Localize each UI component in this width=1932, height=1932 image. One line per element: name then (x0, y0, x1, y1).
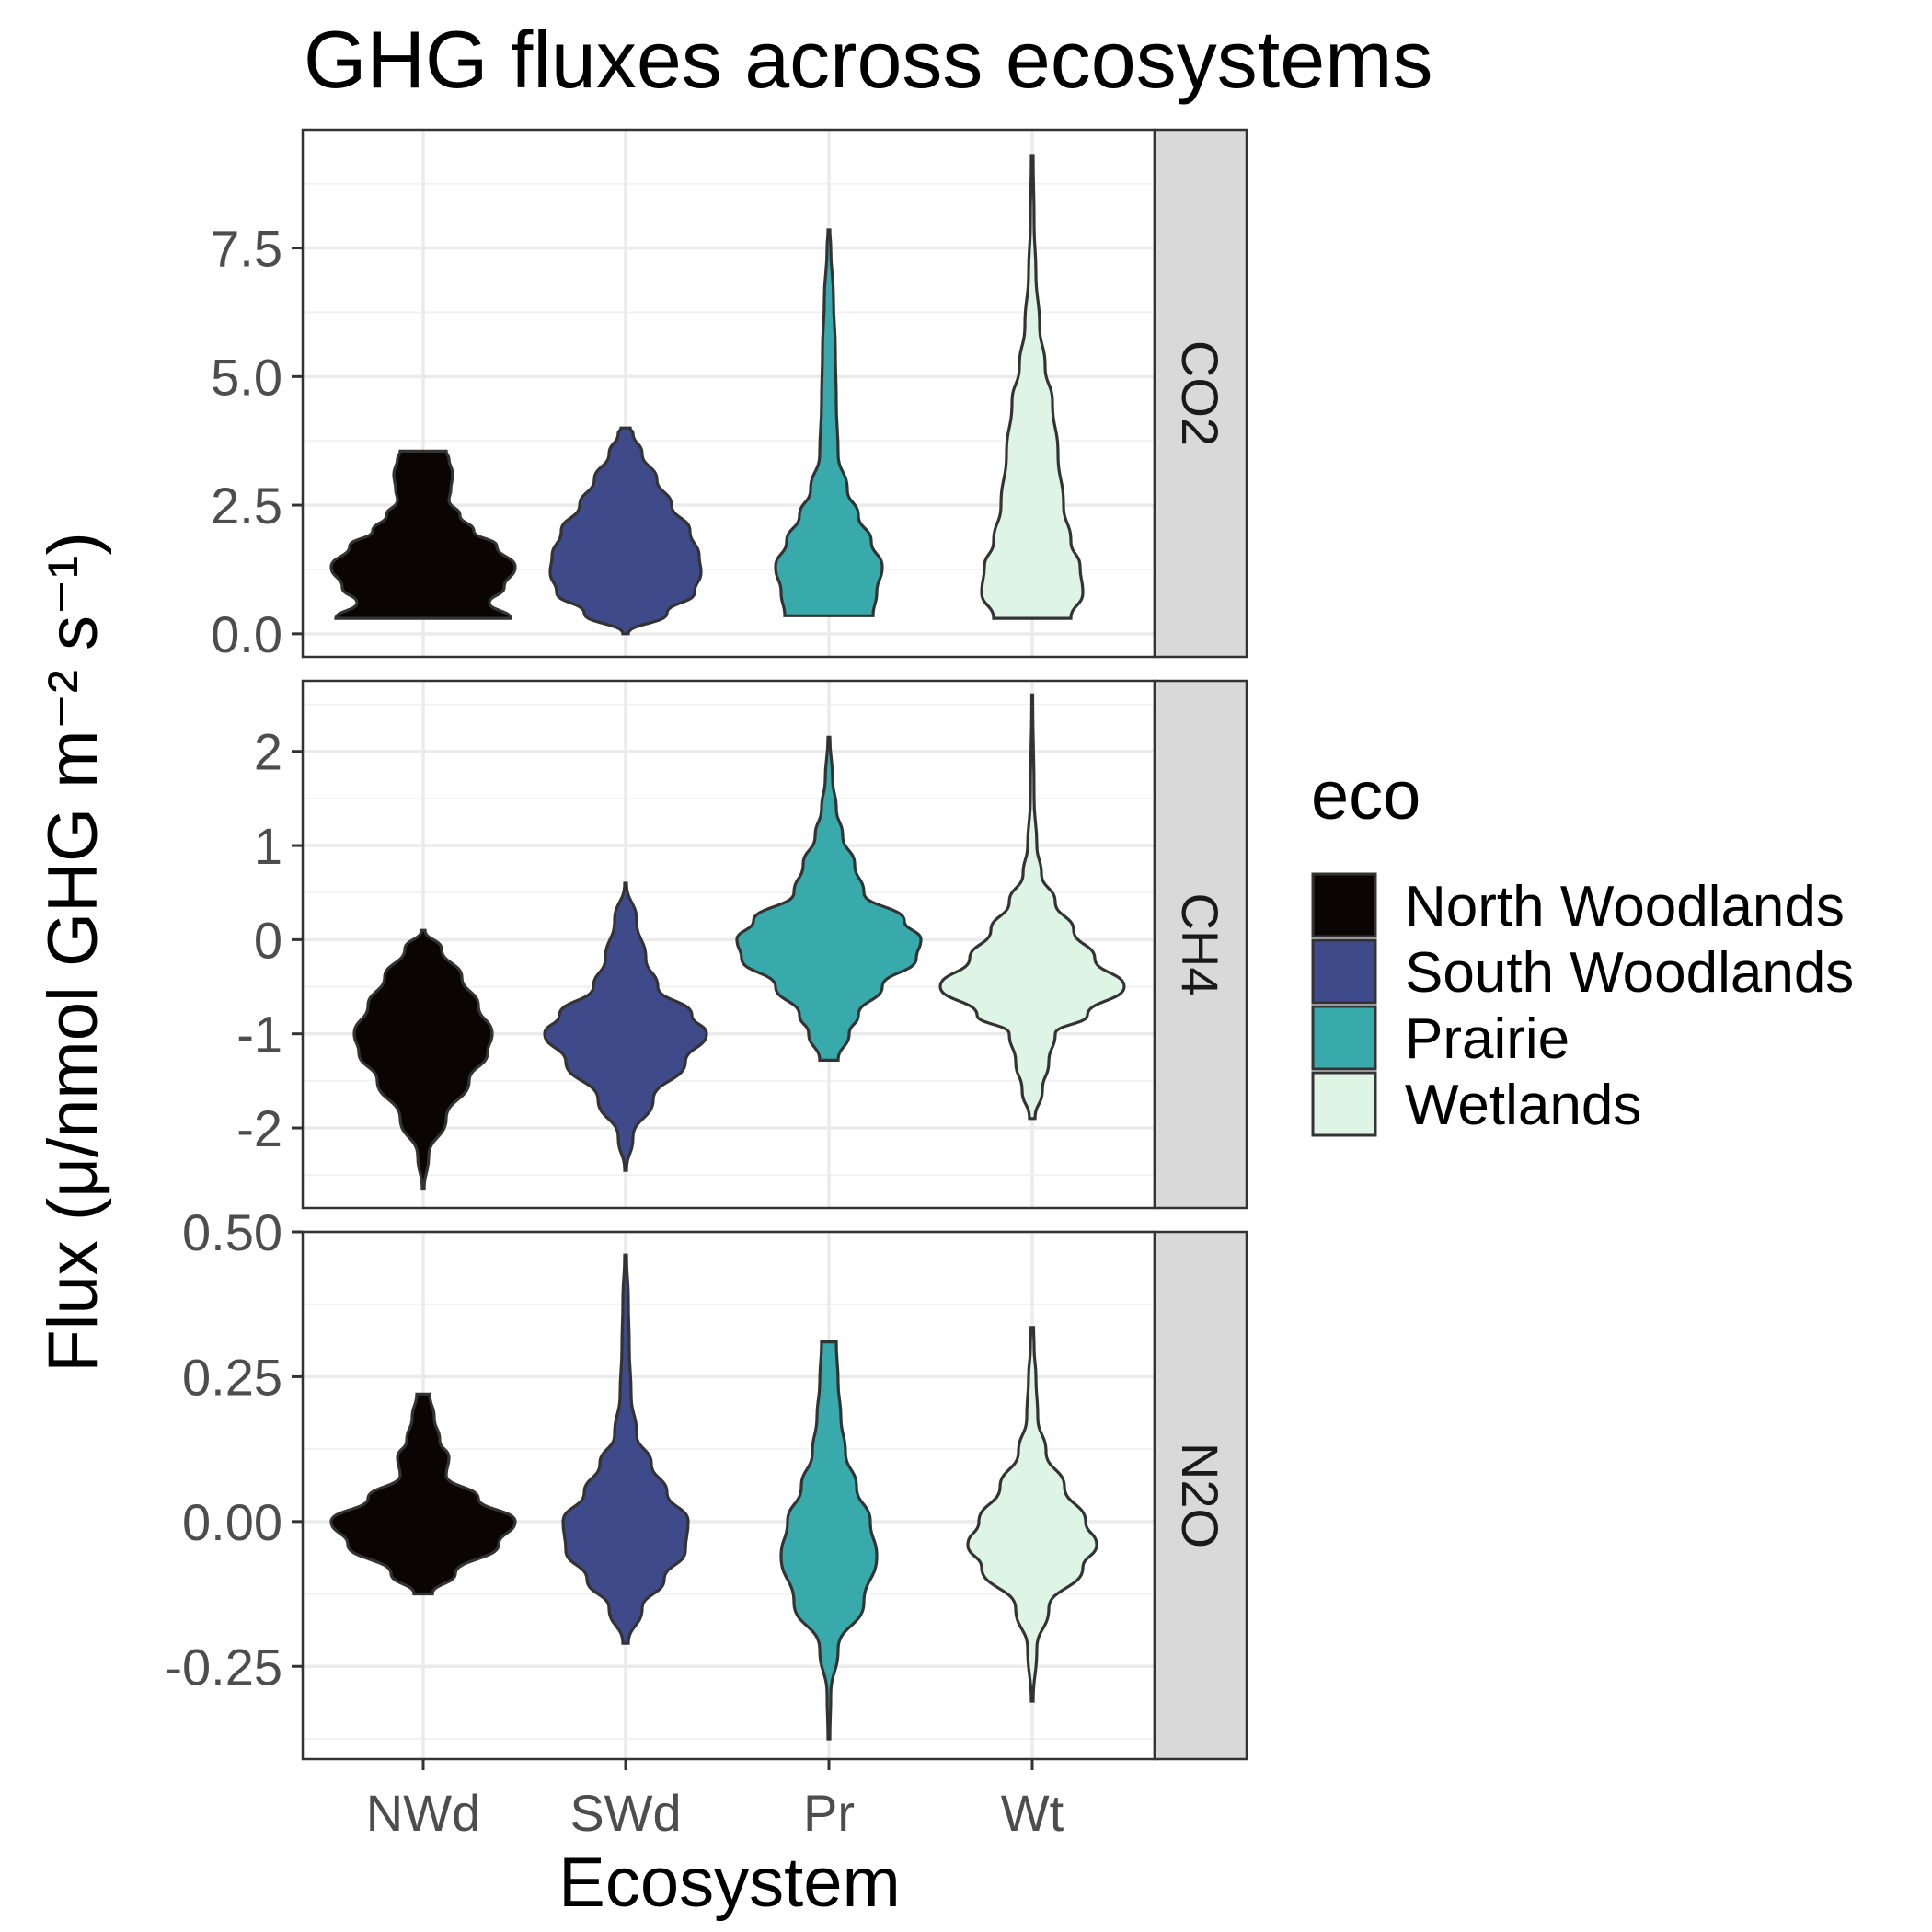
x-axis: NWd SWd Pr Wt (366, 1759, 1064, 1842)
violin-pr-n2o (779, 1340, 879, 1741)
y-tick-label: 0 (254, 911, 282, 969)
legend-label: South Woodlands (1405, 941, 1854, 1005)
legend-key (1311, 938, 1377, 1005)
facet-strip-label: N2O (1171, 1443, 1229, 1548)
legend-key (1311, 872, 1377, 938)
y-tick-label: -1 (236, 1006, 282, 1064)
violin-wt-co2 (980, 154, 1085, 620)
y-tick-label: 2.5 (211, 477, 282, 535)
legend-title: eco (1311, 757, 1420, 834)
x-tick-label: SWd (569, 1784, 681, 1842)
y-axis-title: Flux (μ/nmol GHG m⁻² s⁻¹) (34, 532, 112, 1373)
facet-panels: 0.0 2.5 5.0 7.5 CO2 -2 -1 0 1 2 CH4 -0.25 0.00 0.25 0.… (165, 128, 1248, 1761)
violin-wt-ch4 (938, 693, 1126, 1121)
facet-strip-label: CH4 (1171, 892, 1229, 995)
panel-ch4: -2 -1 0 1 2 CH4 (236, 679, 1248, 1210)
violin-wt-n2o (966, 1326, 1098, 1703)
legend-label: Prairie (1405, 1007, 1570, 1071)
facet-strip (1153, 1230, 1248, 1761)
y-tick-label: 2 (254, 723, 282, 781)
y-tick-label: 5.0 (211, 348, 282, 406)
violin-nwd-co2 (329, 449, 517, 620)
violin-pr-co2 (774, 228, 884, 617)
x-tick-label: Wt (1001, 1784, 1064, 1842)
x-tick-label: NWd (366, 1784, 480, 1842)
y-tick-label: -2 (236, 1099, 282, 1157)
facet-strip-label: CO2 (1171, 340, 1229, 446)
facet-strip (1153, 679, 1248, 1210)
violin-swd-co2 (548, 426, 703, 636)
violin-swd-ch4 (543, 881, 708, 1172)
facet-strip (1153, 128, 1248, 659)
panel-co2: 0.0 2.5 5.0 7.5 CO2 (211, 128, 1248, 663)
legend-key (1311, 1071, 1377, 1137)
y-tick-label: 7.5 (211, 220, 282, 278)
y-tick-label: 0.50 (182, 1203, 282, 1261)
y-tick-label: 0.25 (182, 1348, 282, 1406)
panel-n2o: -0.25 0.00 0.25 0.50 N2O (165, 1203, 1248, 1761)
violin-pr-ch4 (735, 735, 923, 1062)
legend-label: Wetlands (1405, 1074, 1641, 1137)
y-tick-label: -0.25 (165, 1638, 282, 1696)
x-axis-title: Ecosystem (558, 1844, 901, 1922)
y-tick-label: 0.0 (211, 605, 282, 663)
y-tick-label: 1 (254, 817, 282, 875)
violin-swd-n2o (561, 1253, 690, 1645)
legend-key (1311, 1005, 1377, 1071)
x-tick-label: Pr (803, 1784, 855, 1842)
legend-label: North Woodlands (1405, 875, 1845, 938)
violin-nwd-ch4 (352, 928, 494, 1191)
chart-title: GHG fluxes across ecosystems (304, 14, 1432, 105)
y-tick-label: 0.00 (182, 1493, 282, 1551)
violin-nwd-n2o (329, 1392, 517, 1596)
